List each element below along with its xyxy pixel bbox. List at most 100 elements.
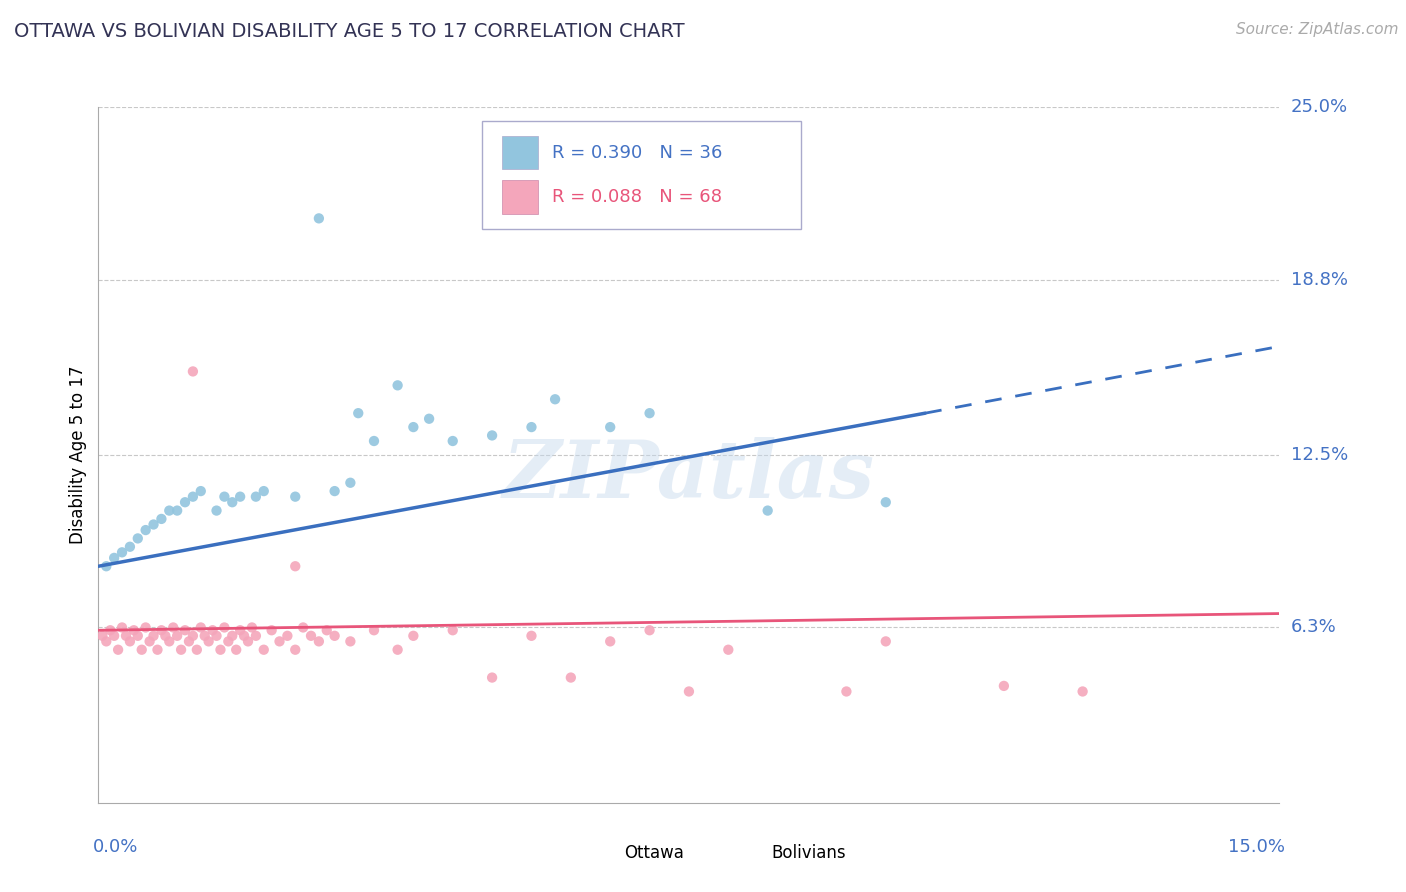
- Point: [363, 434, 385, 448]
- Point: [214, 620, 236, 634]
- Point: [118, 540, 141, 554]
- Point: [127, 629, 149, 643]
- Point: [157, 503, 180, 517]
- Point: [142, 517, 165, 532]
- Point: [214, 490, 236, 504]
- Point: [190, 484, 212, 499]
- Point: [127, 532, 149, 546]
- Point: [245, 490, 267, 504]
- Point: [520, 420, 543, 434]
- Point: [308, 634, 330, 648]
- Y-axis label: Disability Age 5 to 17: Disability Age 5 to 17: [69, 366, 87, 544]
- Point: [269, 634, 291, 648]
- Text: 18.8%: 18.8%: [1291, 270, 1347, 289]
- Point: [194, 629, 217, 643]
- Point: [245, 629, 267, 643]
- Text: 12.5%: 12.5%: [1291, 446, 1348, 464]
- Point: [225, 642, 247, 657]
- Point: [229, 490, 252, 504]
- Point: [481, 428, 503, 442]
- Point: [190, 620, 212, 634]
- Point: [339, 475, 361, 490]
- Point: [599, 634, 621, 648]
- Point: [717, 642, 740, 657]
- Point: [402, 629, 425, 643]
- Point: [363, 624, 385, 638]
- Point: [236, 634, 259, 648]
- Point: [96, 634, 118, 648]
- Point: [146, 642, 169, 657]
- Point: [418, 411, 440, 425]
- Point: [217, 634, 239, 648]
- Point: [209, 642, 232, 657]
- Point: [115, 629, 138, 643]
- Point: [177, 634, 200, 648]
- Text: ZIPatlas: ZIPatlas: [503, 437, 875, 515]
- Point: [544, 392, 567, 407]
- Point: [205, 503, 228, 517]
- Text: 15.0%: 15.0%: [1229, 838, 1285, 855]
- Point: [201, 624, 224, 638]
- Point: [387, 642, 409, 657]
- Point: [599, 420, 621, 434]
- Point: [131, 642, 153, 657]
- Point: [441, 434, 464, 448]
- Point: [315, 624, 337, 638]
- Text: R = 0.088   N = 68: R = 0.088 N = 68: [553, 188, 721, 206]
- Point: [96, 559, 118, 574]
- Point: [122, 624, 145, 638]
- Point: [638, 406, 661, 420]
- Text: OTTAWA VS BOLIVIAN DISABILITY AGE 5 TO 17 CORRELATION CHART: OTTAWA VS BOLIVIAN DISABILITY AGE 5 TO 1…: [14, 22, 685, 41]
- Point: [284, 559, 307, 574]
- Text: Bolivians: Bolivians: [772, 844, 846, 862]
- Point: [135, 620, 157, 634]
- Point: [166, 629, 188, 643]
- Text: Source: ZipAtlas.com: Source: ZipAtlas.com: [1236, 22, 1399, 37]
- Point: [240, 620, 263, 634]
- Point: [107, 642, 129, 657]
- Point: [233, 629, 256, 643]
- Point: [150, 624, 173, 638]
- Point: [308, 211, 330, 226]
- Point: [118, 634, 141, 648]
- Point: [835, 684, 858, 698]
- Point: [875, 634, 897, 648]
- Point: [299, 629, 322, 643]
- Text: 25.0%: 25.0%: [1291, 98, 1348, 116]
- Point: [260, 624, 283, 638]
- FancyBboxPatch shape: [482, 121, 801, 229]
- Point: [284, 642, 307, 657]
- Point: [157, 634, 180, 648]
- Point: [98, 624, 121, 638]
- Point: [181, 629, 204, 643]
- Point: [91, 629, 114, 643]
- Point: [875, 495, 897, 509]
- Point: [229, 624, 252, 638]
- Point: [638, 624, 661, 638]
- Point: [253, 642, 276, 657]
- Point: [1071, 684, 1094, 698]
- Text: R = 0.390   N = 36: R = 0.390 N = 36: [553, 144, 723, 161]
- Text: Ottawa: Ottawa: [624, 844, 683, 862]
- Text: 6.3%: 6.3%: [1291, 618, 1336, 637]
- Bar: [737, 844, 762, 862]
- Bar: [589, 844, 614, 862]
- Point: [181, 364, 204, 378]
- Point: [756, 503, 779, 517]
- Point: [292, 620, 315, 634]
- Point: [162, 620, 184, 634]
- Point: [186, 642, 208, 657]
- Point: [155, 629, 177, 643]
- Point: [135, 523, 157, 537]
- Bar: [502, 180, 537, 214]
- Point: [441, 624, 464, 638]
- Point: [150, 512, 173, 526]
- Point: [205, 629, 228, 643]
- Point: [166, 503, 188, 517]
- Point: [993, 679, 1015, 693]
- Point: [221, 495, 243, 509]
- Bar: [502, 136, 537, 169]
- Point: [520, 629, 543, 643]
- Point: [253, 484, 276, 499]
- Point: [284, 490, 307, 504]
